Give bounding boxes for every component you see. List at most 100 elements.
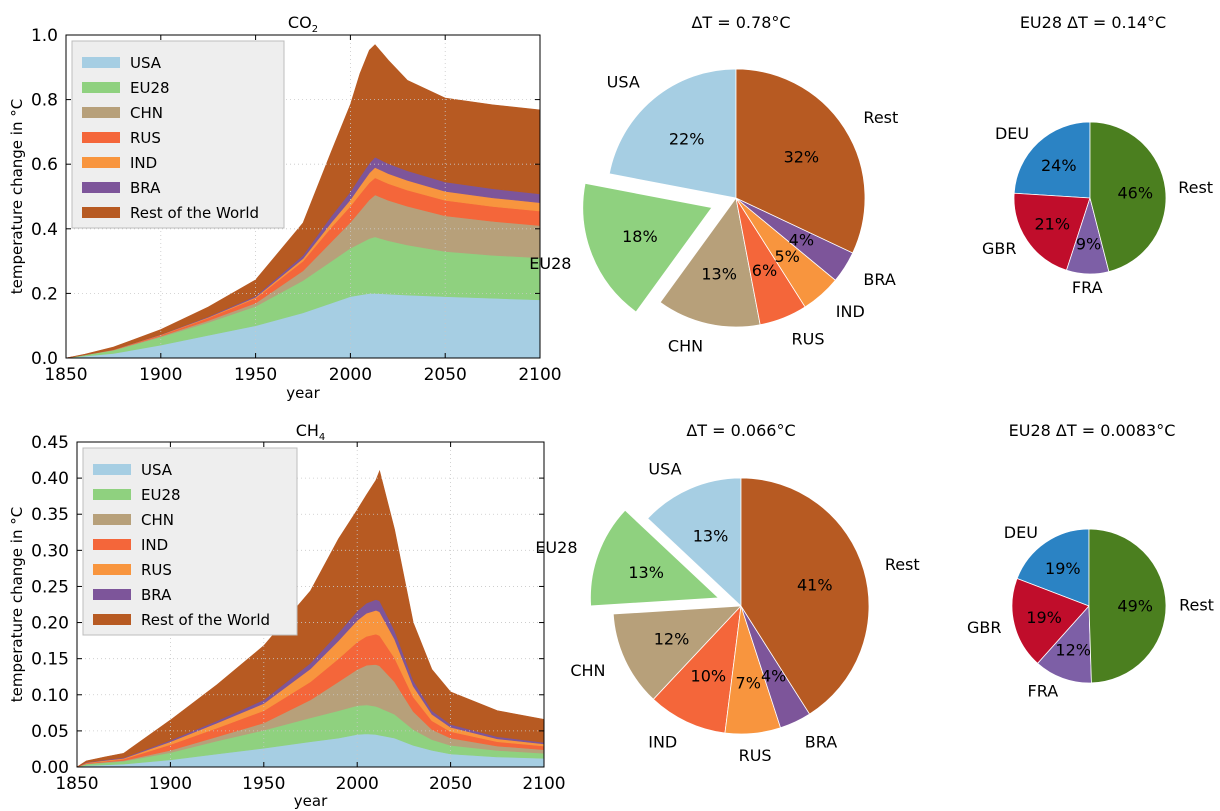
legend-swatch (82, 132, 120, 143)
pie-slice-chn (612, 605, 742, 700)
pie-category-label: USA (607, 73, 640, 92)
pie-percent-label: 12% (654, 630, 690, 649)
pie-category-label: RUS (739, 746, 772, 765)
chart-title-subscript: 4 (319, 432, 325, 443)
x-tick-label: 1950 (242, 774, 285, 794)
pie-percent-label: 21% (1035, 215, 1071, 234)
legend-entry-label: IND (130, 154, 157, 172)
legend-entry-label: BRA (141, 586, 172, 604)
pie-title: ΔT = 0.066°C (686, 421, 795, 440)
legend-entry-label: CHN (130, 104, 163, 122)
pie-percent-label: 22% (669, 129, 705, 148)
legend-swatch (82, 207, 120, 218)
legend-entry-label: EU28 (141, 486, 181, 504)
chart-title-main: CO (288, 13, 312, 32)
pie-category-label: RUS (792, 329, 825, 348)
y-tick-label: 0.35 (31, 505, 69, 525)
legend-entry-label: RUS (141, 561, 172, 579)
legend-swatch (93, 539, 131, 550)
y-tick-label: 0.8 (31, 91, 58, 111)
pie-percent-label: 41% (797, 576, 833, 595)
pie-slice-usa (608, 68, 737, 199)
legend-swatch (93, 514, 131, 525)
ch4_area-chart: 1850 1900 1950 2000 2050 2100 0.00 0.05 0.10 0.15… (8, 421, 566, 810)
x-tick-label: 2100 (518, 365, 561, 385)
chart-title-main: CH (296, 421, 319, 440)
pie-percent-label: 4% (789, 230, 814, 249)
pie-category-label: FRA (1072, 278, 1103, 297)
co2_area-chart: 1850 1900 1950 2000 2050 2100 0.0 0.2 0.4 0.6 0.8 1… (8, 13, 562, 402)
y-axis-label: temperature change in °C (8, 507, 26, 702)
pie-percent-label: 6% (752, 261, 777, 280)
chart-title: CO2 (288, 13, 318, 35)
y-tick-label: 0.0 (31, 349, 58, 369)
legend-swatch (93, 464, 131, 475)
co2_pie_eu-chart: 24% DEU 21% GBR 9% FRA 46% Rest EU28 ΔT = 0.14°C (982, 13, 1213, 297)
y-tick-label: 0.25 (31, 577, 69, 597)
pie-slice-rest (740, 477, 870, 715)
legend-entry-label: EU28 (130, 79, 170, 97)
legend-swatch (82, 82, 120, 93)
y-tick-label: 0.45 (31, 433, 69, 453)
pie-percent-label: 19% (1045, 559, 1081, 578)
x-tick-label: 2050 (424, 365, 467, 385)
pie-slice-deu (1013, 121, 1091, 199)
y-tick-label: 0.10 (31, 686, 69, 706)
y-axis-label: temperature change in °C (8, 99, 26, 294)
x-tick-label: 1850 (44, 365, 87, 385)
pie-title: ΔT = 0.78°C (691, 13, 790, 32)
x-tick-label: 2000 (336, 774, 379, 794)
legend: USA EU28 CHN RUS IND BRA Rest of the World (71, 40, 285, 229)
legend-entry-label: RUS (130, 129, 161, 147)
pie-category-label: DEU (1004, 523, 1038, 542)
ch4_pie_eu-chart: 19% DEU 19% GBR 12% FRA 49% Rest EU28 ΔT = 0.008… (967, 421, 1214, 701)
legend-swatch (93, 614, 131, 625)
y-tick-label: 0.6 (31, 155, 58, 175)
pie-percent-label: 5% (774, 247, 799, 266)
pie-category-label: Rest (863, 108, 898, 127)
legend-entry-label: IND (141, 536, 168, 554)
pie-slice-rest (1088, 528, 1167, 684)
co2_pie_world-chart: 22% USA 18% EU28 13% CHN 6% RUS 5% IND 4% BRA 32% Res… (529, 13, 898, 355)
ch4_pie_world-chart: 13% USA 13% EU28 12% CHN 10% IND 7% RUS 4% BRA 41% Re… (535, 421, 919, 765)
legend: USA EU28 CHN IND RUS BRA Rest of the World (82, 447, 298, 636)
legend-swatch (93, 589, 131, 600)
pie-category-label: CHN (570, 661, 605, 680)
pie-percent-label: 32% (784, 148, 820, 167)
pie-category-label: Rest (885, 555, 920, 574)
plot-frame (65, 34, 541, 359)
chart-title-subscript: 2 (312, 24, 318, 35)
y-tick-label: 0.05 (31, 722, 69, 742)
x-axis-label: year (294, 792, 328, 810)
legend-swatch (93, 489, 131, 500)
pie-category-label: CHN (668, 336, 703, 355)
pie-category-label: IND (836, 302, 865, 321)
pie-percent-label: 49% (1117, 596, 1153, 615)
chart-title: CH4 (296, 421, 326, 443)
pie-slice-deu (1016, 528, 1090, 607)
pie-slice-eu28 (590, 509, 720, 607)
y-tick-label: 0.15 (31, 650, 69, 670)
x-tick-label: 2050 (429, 774, 472, 794)
pie-slice-eu28 (582, 182, 713, 313)
y-tick-label: 1.0 (31, 26, 58, 46)
pie-slice-fra (1037, 604, 1092, 684)
legend-swatch (82, 57, 120, 68)
pie-percent-label: 13% (693, 527, 729, 546)
pie-slice-usa (647, 477, 742, 607)
pie-slice-chn (659, 197, 761, 328)
pie-category-label: BRA (863, 270, 895, 289)
pie-category-label: GBR (967, 618, 1002, 637)
legend-entry-label: CHN (141, 511, 174, 529)
pie-slice-rest (1089, 121, 1167, 273)
pie-percent-label: 7% (736, 673, 761, 692)
pie-percent-label: 9% (1076, 235, 1101, 254)
y-tick-label: 0.2 (31, 284, 58, 304)
pie-percent-label: 46% (1117, 183, 1153, 202)
pie-category-label: BRA (805, 733, 837, 752)
y-tick-label: 0.20 (31, 614, 69, 634)
pie-percent-label: 13% (628, 563, 664, 582)
legend-entry-label: USA (130, 54, 162, 72)
pie-category-label: IND (648, 733, 677, 752)
